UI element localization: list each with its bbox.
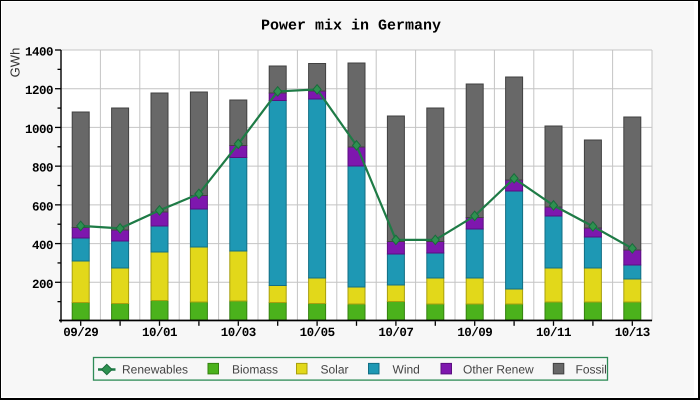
svg-text:10/01: 10/01 [142,326,177,340]
svg-text:10/03: 10/03 [221,326,256,340]
svg-text:09/29: 09/29 [63,326,98,340]
svg-text:10/09: 10/09 [457,326,492,340]
svg-text:1000: 1000 [25,123,53,137]
svg-text:800: 800 [32,162,53,176]
svg-text:10/11: 10/11 [536,326,571,340]
svg-text:10/07: 10/07 [378,326,413,340]
svg-text:Wind: Wind [393,362,420,376]
svg-text:Fossil: Fossil [576,362,607,376]
svg-text:Solar: Solar [321,362,349,376]
svg-text:400: 400 [32,239,53,253]
svg-text:600: 600 [32,200,53,214]
svg-text:Other Renew: Other Renew [463,362,534,376]
svg-text:GWh: GWh [8,48,23,78]
svg-text:Biomass: Biomass [232,362,278,376]
svg-text:10/13: 10/13 [615,326,650,340]
svg-text:Power mix in Germany: Power mix in Germany [261,18,441,35]
svg-text:10/05: 10/05 [300,326,335,340]
svg-text:200: 200 [32,278,53,292]
svg-text:1400: 1400 [25,46,53,60]
svg-text:Renewables: Renewables [122,362,188,376]
svg-text:1200: 1200 [25,84,53,98]
